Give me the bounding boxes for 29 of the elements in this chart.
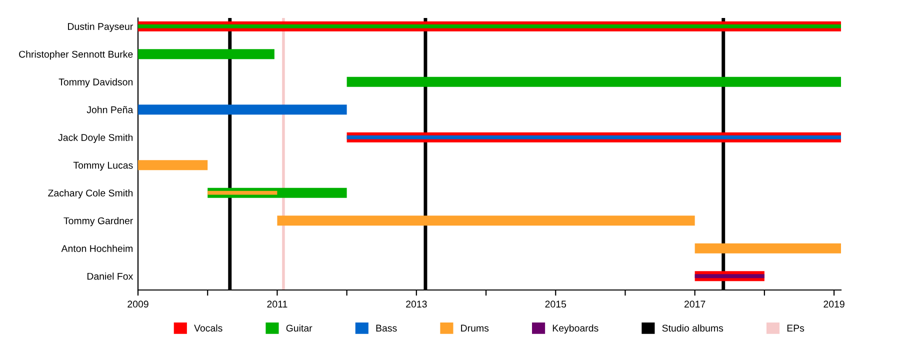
legend-label: Drums	[461, 324, 489, 332]
y-tick-label: Anton Hochheim	[61, 244, 132, 252]
y-tick-label: John Peña	[86, 106, 134, 114]
y-tick-label: Tommy Gardner	[64, 217, 133, 226]
legend-label: Studio albums	[662, 324, 724, 332]
x-tick-label: 2009	[128, 300, 148, 308]
y-tick-label: Jack Doyle Smith	[58, 134, 133, 143]
legend-label: Guitar	[286, 324, 312, 332]
bar	[694, 274, 764, 278]
y-tick-label: Daniel Fox	[87, 272, 134, 280]
x-tick-label: 2013	[406, 300, 427, 308]
x-tick-label: 2017	[684, 300, 706, 308]
y-tick-label: Tommy Davidson	[58, 78, 133, 88]
bar	[138, 160, 208, 170]
bar	[138, 49, 274, 60]
bar	[277, 216, 695, 226]
y-tick-label: Zachary Cole Smith	[48, 189, 133, 198]
bar	[346, 76, 841, 87]
legend-label: Keyboards	[552, 324, 598, 334]
x-tick-label: 2015	[545, 300, 566, 308]
x-tick-label: 2011	[267, 300, 288, 308]
legend-label: EPs	[787, 324, 804, 332]
y-tick-label: Tommy Lucas	[73, 162, 133, 171]
y-tick-label: Dustin Payseur	[68, 22, 133, 32]
legend-label: Bass	[376, 324, 397, 332]
y-tick-label: Christopher Sennott Burke	[19, 50, 133, 60]
x-tick-label: 2019	[824, 300, 844, 308]
legend-label: Vocals	[194, 324, 222, 332]
bar	[694, 243, 841, 254]
